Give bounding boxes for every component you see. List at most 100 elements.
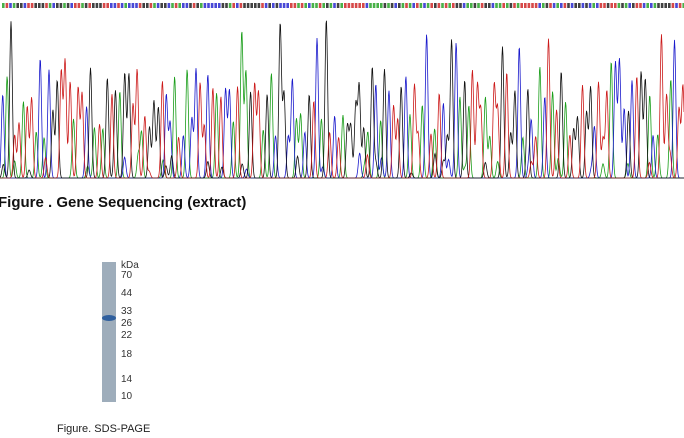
base-call (84, 3, 88, 8)
base-call (117, 3, 120, 8)
base-call (617, 3, 621, 8)
base-call (246, 3, 250, 8)
base-call (513, 3, 516, 8)
base-call (599, 3, 603, 8)
marker-label: 70 (121, 270, 133, 281)
base-call (552, 3, 556, 8)
base-call (412, 3, 415, 8)
base-call (416, 3, 419, 8)
base-call (333, 3, 336, 8)
base-call (214, 3, 217, 8)
base-call (624, 3, 628, 8)
base-call (653, 3, 657, 8)
base-call (174, 3, 178, 8)
base-call (574, 3, 577, 8)
base-call (570, 3, 574, 8)
base-call (45, 3, 48, 8)
base-call (376, 3, 379, 8)
base-call (603, 3, 606, 8)
base-call (171, 3, 174, 8)
base-call (682, 3, 684, 8)
base-call (646, 3, 649, 8)
base-call (462, 3, 466, 8)
base-call (261, 3, 264, 8)
base-call (426, 3, 430, 8)
base-call (207, 3, 210, 8)
gel-unit: kDa (121, 260, 139, 271)
base-call (20, 3, 23, 8)
base-call (365, 3, 369, 8)
base-call (113, 3, 117, 8)
base-call (344, 3, 347, 8)
base-call (347, 3, 351, 8)
base-call (290, 3, 293, 8)
base-call (196, 3, 199, 8)
trace (0, 34, 684, 179)
base-call (142, 3, 145, 8)
base-call (250, 3, 253, 8)
base-call (182, 3, 185, 8)
base-call (164, 3, 167, 8)
base-call (531, 3, 534, 8)
base-call (160, 3, 163, 8)
marker-label: 10 (121, 391, 133, 402)
base-call (606, 3, 610, 8)
base-call (498, 3, 502, 8)
base-call (459, 3, 462, 8)
gel-lane (102, 262, 116, 402)
base-call (9, 3, 12, 8)
base-call (628, 3, 631, 8)
base-call (286, 3, 289, 8)
base-call (556, 3, 559, 8)
base-call (88, 3, 91, 8)
base-call (110, 3, 113, 8)
chromatogram (0, 3, 684, 179)
base-call (441, 3, 444, 8)
base-call (452, 3, 455, 8)
base-call (394, 3, 397, 8)
base-call (560, 3, 563, 8)
base-call (578, 3, 581, 8)
base-call (81, 3, 84, 8)
base-call (264, 3, 268, 8)
base-call (434, 3, 437, 8)
base-call (77, 3, 81, 8)
base-call (322, 3, 325, 8)
base-call (282, 3, 286, 8)
base-call (52, 3, 55, 8)
base-call (387, 3, 390, 8)
base-call (477, 3, 480, 8)
base-call (635, 3, 639, 8)
base-call (102, 3, 106, 8)
gel-band (102, 315, 116, 321)
base-call (232, 3, 235, 8)
base-call (567, 3, 570, 8)
base-call (524, 3, 527, 8)
base-call (185, 3, 189, 8)
base-call (423, 3, 426, 8)
base-call (56, 3, 59, 8)
base-call (380, 3, 383, 8)
base-call (5, 3, 9, 8)
base-call (509, 3, 513, 8)
base-call (596, 3, 599, 8)
base-call (340, 3, 343, 8)
base-call (63, 3, 66, 8)
base-call (401, 3, 405, 8)
base-call (12, 3, 16, 8)
base-call (153, 3, 156, 8)
base-call (2, 3, 5, 8)
base-call (59, 3, 63, 8)
base-call (588, 3, 592, 8)
base-call (650, 3, 653, 8)
base-call (545, 3, 549, 8)
base-call (210, 3, 214, 8)
base-call (470, 3, 473, 8)
base-call (390, 3, 394, 8)
base-call (408, 3, 412, 8)
base-call (192, 3, 196, 8)
base-call (48, 3, 52, 8)
base-call (473, 3, 477, 8)
